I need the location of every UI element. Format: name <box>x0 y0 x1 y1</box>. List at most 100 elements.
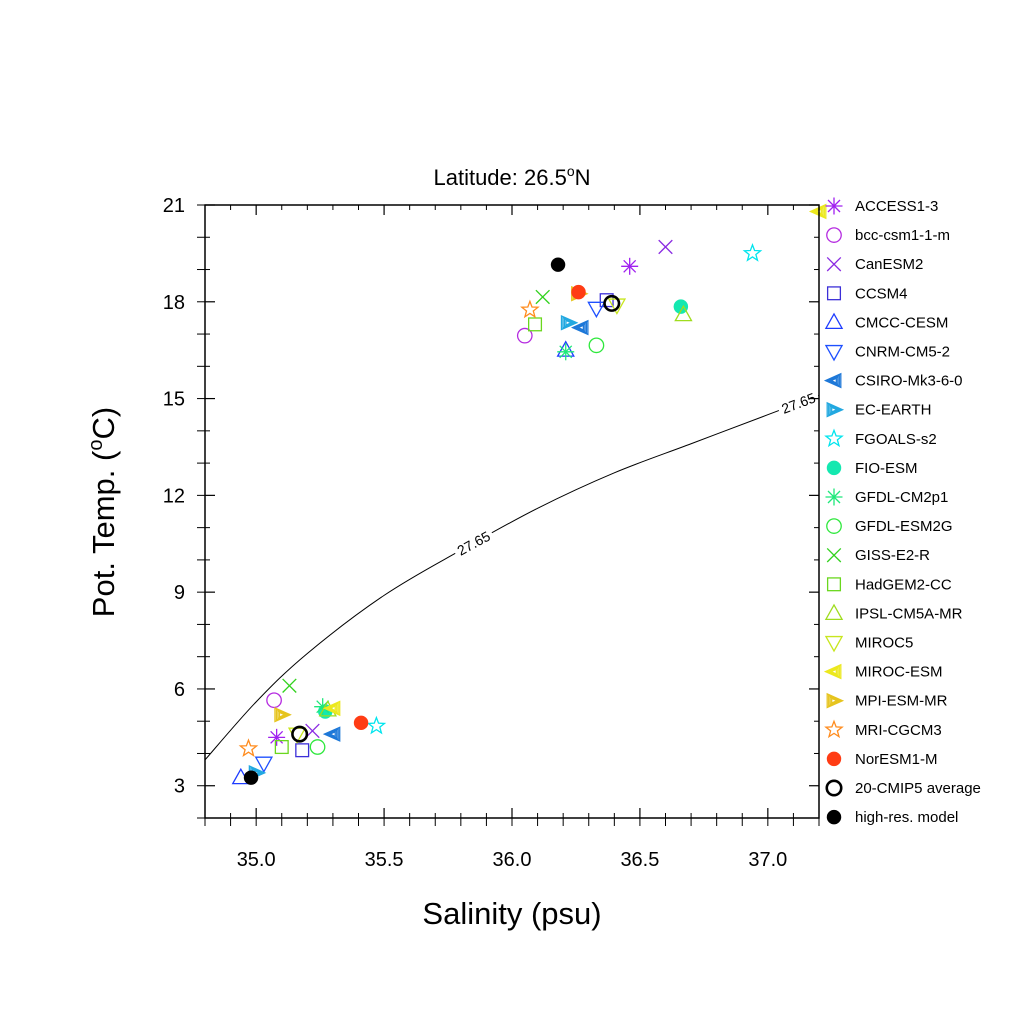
x-tick-label: 36.0 <box>493 849 532 871</box>
contour-label: 27.65 <box>779 389 818 416</box>
point-access1-3 <box>268 728 286 746</box>
point-giss-e2-r <box>535 289 550 305</box>
legend-item-ipsl-cm5a-mr: IPSL-CM5A-MR <box>824 603 963 622</box>
point-bcc-csm1-1-m <box>266 692 282 709</box>
contour-label-group: 27.65 <box>775 387 822 419</box>
point-access1-3 <box>621 257 639 275</box>
point-bcc-csm1-1-m <box>516 327 533 344</box>
y-tick-label: 3 <box>174 776 185 798</box>
legend-label: high-res. model <box>855 809 958 826</box>
point-ccsm4 <box>295 743 310 758</box>
x-tick-label: 35.5 <box>365 849 404 871</box>
legend-marker <box>824 635 844 653</box>
legend-marker <box>826 692 845 709</box>
y-axis: 3 6 9 12 15 18 21 <box>163 195 819 819</box>
legend-label: CMCC-CESM <box>855 314 948 331</box>
legend-marker <box>823 372 842 389</box>
point-miroc-esm <box>322 700 341 717</box>
legend-item-20-cmip5-average: 20-CMIP5 average <box>825 779 981 797</box>
legend-item-ec-earth: EC-EARTH <box>826 401 931 419</box>
y-tick-label: 21 <box>163 195 185 217</box>
y-tick-label: 18 <box>163 292 185 314</box>
point-canesm2 <box>658 239 673 255</box>
density-contour <box>205 394 819 761</box>
legend-item-gfdl-cm2p1: GFDL-CM2p1 <box>825 488 948 506</box>
point-csiro-mk3-6-0 <box>322 726 341 742</box>
legend-marker <box>824 719 844 739</box>
point-gfdl-cm2p1 <box>557 343 575 361</box>
x-axis-title: Salinity (psu) <box>422 896 601 931</box>
legend: ACCESS1-3 bcc-csm1-1-m CanESM2 CCSM4 CMCC-CE… <box>823 197 981 826</box>
legend-label: CNRM-CM5-2 <box>855 344 950 361</box>
legend-marker <box>826 401 845 418</box>
legend-label: CCSM4 <box>855 285 908 302</box>
legend-item-mpi-esm-mr: MPI-ESM-MR <box>826 692 948 710</box>
x-tick-label: 37.0 <box>748 849 787 871</box>
legend-item-giss-e2-r: GISS-E2-R <box>826 547 930 564</box>
legend-marker <box>826 809 842 825</box>
x-axis: 35.0 35.5 36.0 36.5 37.0 <box>204 205 820 871</box>
legend-item-cmcc-cesm: CMCC-CESM <box>824 312 948 331</box>
legend-marker <box>825 197 843 215</box>
point-cnrm-cm5-2 <box>587 301 606 319</box>
legend-label: MPI-ESM-MR <box>855 693 948 710</box>
data-points <box>231 203 827 785</box>
legend-item-fgoals-s2: FGOALS-s2 <box>824 428 937 448</box>
point-fgoals-s2 <box>742 243 763 262</box>
point-mpi-esm-mr <box>274 706 292 723</box>
legend-label: HadGEM2-CC <box>855 576 952 593</box>
point-20-cmip5-average <box>291 725 309 743</box>
legend-item-mri-cgcm3: MRI-CGCM3 <box>824 719 942 739</box>
contour-labels: 27.65 27.65 <box>450 387 822 561</box>
legend-item-bcc-csm1-1-m: bcc-csm1-1-m <box>826 227 950 244</box>
legend-item-miroc5: MIROC5 <box>824 635 913 653</box>
point-gfdl-esm2g <box>309 739 326 755</box>
legend-label: MIROC5 <box>855 635 913 652</box>
legend-item-fio-esm: FIO-ESM <box>826 460 918 477</box>
legend-label: GISS-E2-R <box>855 547 930 564</box>
point-hadgem2-cc <box>528 317 543 332</box>
point-mri-cgcm3 <box>238 738 259 758</box>
legend-marker <box>826 751 842 767</box>
legend-item-gfdl-esm2g: GFDL-ESM2G <box>826 518 953 535</box>
point-cnrm-cm5-2 <box>254 756 274 773</box>
point-gfdl-esm2g <box>588 337 605 354</box>
legend-marker <box>826 577 842 592</box>
legend-label: bcc-csm1-1-m <box>855 227 950 244</box>
legend-label: EC-EARTH <box>855 402 931 419</box>
legend-label: IPSL-CM5A-MR <box>855 605 963 622</box>
legend-label: NorESM1-M <box>855 751 938 768</box>
legend-item-ccsm4: CCSM4 <box>826 285 908 302</box>
contour-label: 27.65 <box>454 528 493 559</box>
point-high-res-model <box>243 770 259 785</box>
legend-item-hadgem2-cc: HadGEM2-CC <box>826 576 952 593</box>
legend-marker <box>824 344 844 362</box>
legend-marker <box>825 488 843 506</box>
legend-marker <box>826 547 842 563</box>
legend-item-cnrm-cm5-2: CNRM-CM5-2 <box>824 344 950 362</box>
legend-marker <box>825 779 843 797</box>
contour-label-bg <box>450 525 496 561</box>
legend-marker <box>826 256 842 272</box>
legend-label: MRI-CGCM3 <box>855 722 942 739</box>
legend-label: ACCESS1-3 <box>855 198 938 215</box>
legend-marker <box>824 312 844 329</box>
legend-marker <box>823 663 842 680</box>
x-tick-label: 35.0 <box>237 849 276 871</box>
y-axis-title: Pot. Temp. (oC) <box>85 407 121 617</box>
point-ipsl-cm5a-mr <box>674 304 693 322</box>
chart-title: Latitude: 26.5oN <box>433 163 590 190</box>
point-hadgem2-cc <box>274 739 289 755</box>
legend-label: MIROC-ESM <box>855 664 943 681</box>
point-mri-cgcm3 <box>520 299 540 319</box>
contour-label-bg <box>775 387 822 419</box>
legend-marker <box>824 603 844 621</box>
legend-item-access1-3: ACCESS1-3 <box>825 197 938 215</box>
y-tick-label: 9 <box>174 582 185 604</box>
legend-label: 20-CMIP5 average <box>855 780 981 797</box>
legend-marker <box>826 286 842 301</box>
y-tick-label: 12 <box>163 485 185 507</box>
legend-label: FGOALS-s2 <box>855 431 937 448</box>
legend-item-canesm2: CanESM2 <box>826 256 923 273</box>
